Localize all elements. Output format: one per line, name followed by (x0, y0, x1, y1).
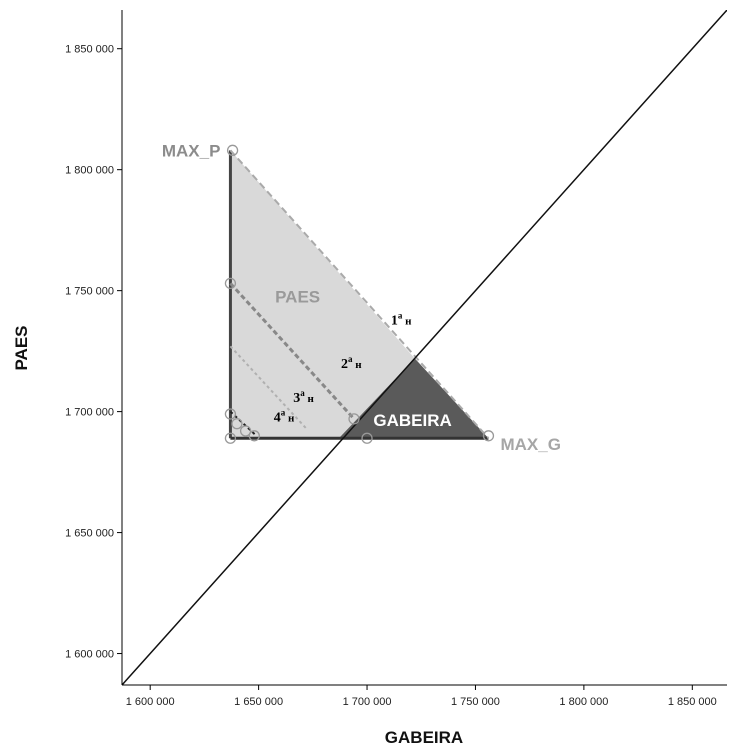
round-label-number: 1 (391, 314, 398, 329)
round-label-suffix: н (353, 359, 363, 371)
data-point (239, 425, 252, 437)
y-axis-title: PAES (12, 325, 31, 370)
y-tick-label: 1 650 000 (65, 528, 114, 540)
round-label-suffix: н (305, 393, 315, 405)
y-tick-label: 1 700 000 (65, 407, 114, 419)
data-point (224, 277, 237, 290)
x-tick-label: 1 750 000 (451, 696, 500, 708)
annotation-max-g: MAX_G (500, 435, 560, 454)
x-tick-label: 1 600 000 (126, 696, 175, 708)
annotation-max-p: MAX_P (162, 141, 221, 160)
region-paes (230, 150, 415, 439)
data-point (361, 432, 373, 444)
data-point (348, 413, 360, 425)
annotation-gabeira: GABEIRA (373, 411, 451, 430)
round-label-superscript: a (300, 388, 305, 398)
x-tick-label: 1 700 000 (343, 696, 392, 708)
y-tick-label: 1 750 000 (65, 286, 114, 298)
round-label-number: 3 (293, 391, 300, 406)
round-label-number: 4 (274, 410, 281, 425)
data-point (224, 432, 237, 444)
round-label-2: 2a н (341, 354, 362, 372)
data-point (231, 418, 243, 430)
data-point (226, 144, 239, 156)
x-tick-label: 1 650 000 (234, 696, 283, 708)
round-label-superscript: a (281, 407, 286, 417)
round-label-1: 1a н (391, 311, 412, 329)
annotation-paes: PAES (275, 288, 320, 307)
data-point (248, 430, 260, 442)
boundary-line-3 (229, 149, 490, 439)
round-label-4: 4a н (274, 407, 295, 425)
y-tick-label: 1 600 000 (65, 649, 114, 661)
boundary-line-5 (229, 345, 308, 430)
round-label-superscript: a (348, 354, 353, 364)
round-label-suffix: н (402, 316, 412, 328)
y-tick-label: 1 800 000 (65, 165, 114, 177)
round-label-suffix: н (285, 412, 295, 424)
round-label-superscript: a (398, 311, 403, 321)
x-tick-label: 1 800 000 (559, 696, 608, 708)
x-axis-title: GABEIRA (385, 728, 463, 747)
region-gabeira (338, 358, 489, 439)
boundary-line-4 (229, 282, 356, 420)
x-tick-label: 1 850 000 (668, 696, 717, 708)
reference-diagonal-line (122, 10, 727, 685)
y-tick-label: 1 850 000 (65, 44, 114, 56)
round-label-number: 2 (341, 357, 348, 372)
data-point (482, 430, 495, 442)
data-point (224, 408, 237, 420)
round-label-3: 3a н (293, 388, 314, 406)
